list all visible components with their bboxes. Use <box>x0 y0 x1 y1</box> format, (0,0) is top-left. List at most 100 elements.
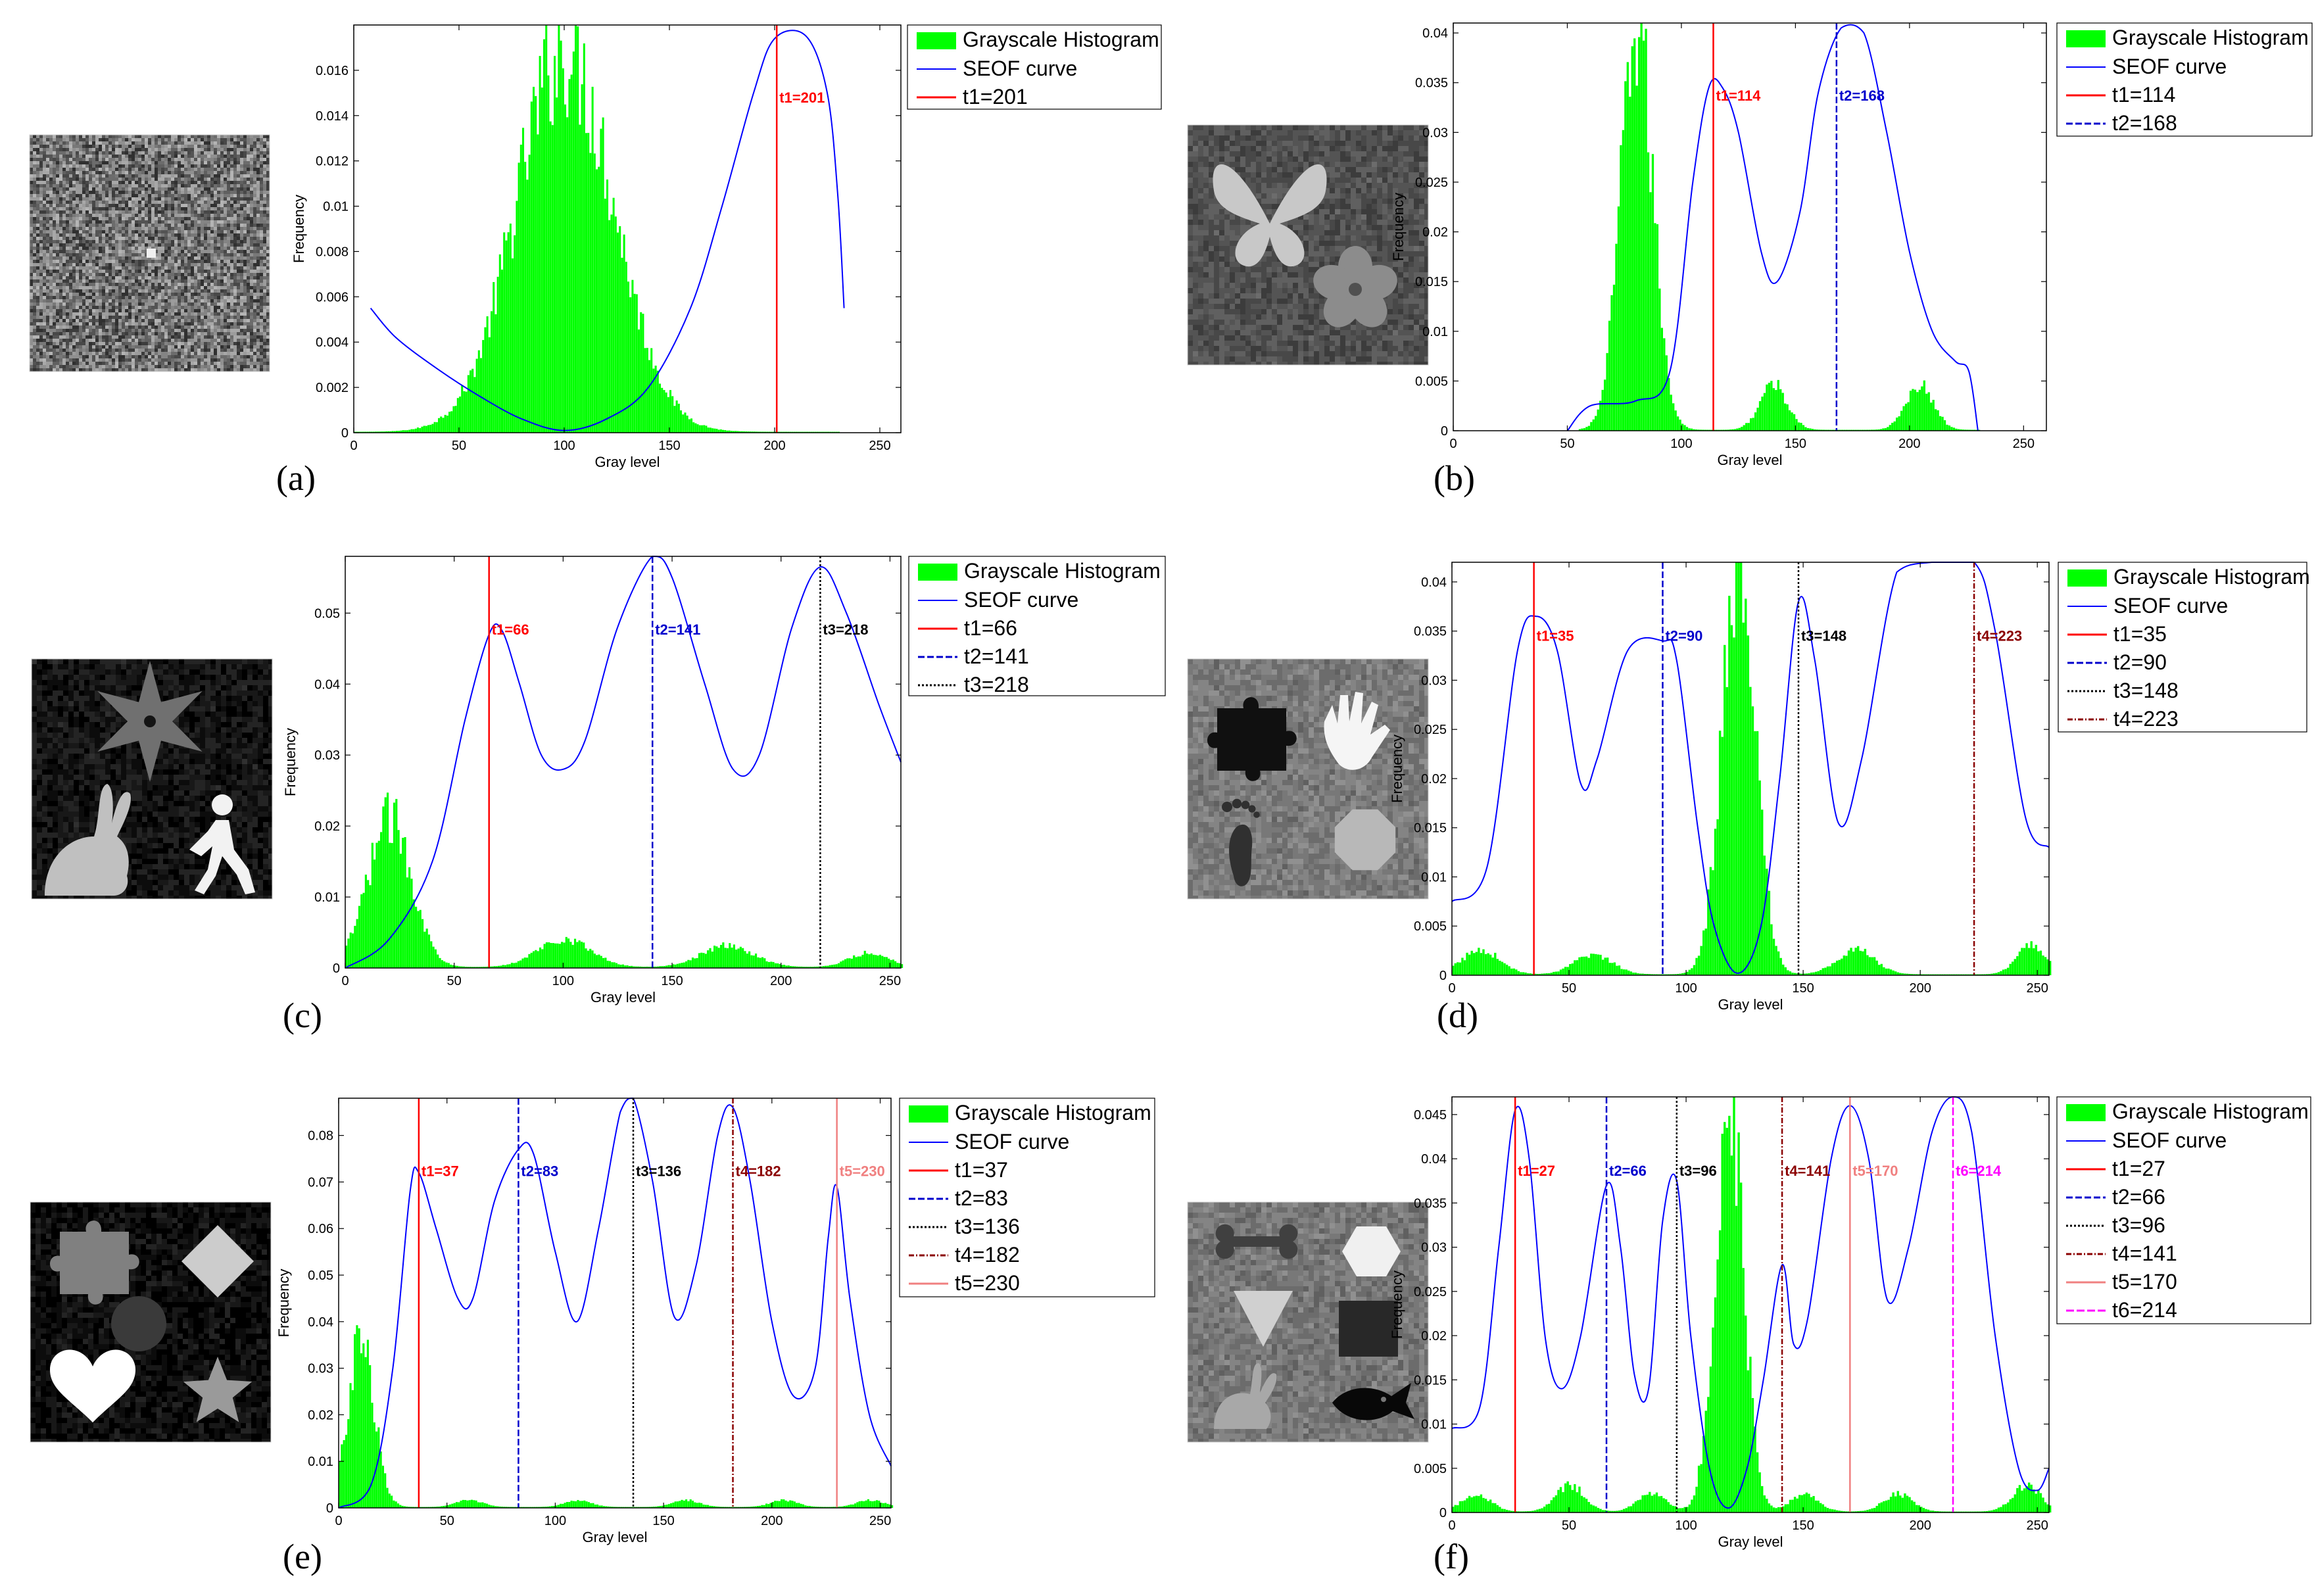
legend-label-t5: t5=170 <box>2112 1270 2177 1294</box>
histogram-bar <box>1501 961 1504 975</box>
histogram-bar <box>1618 1510 1621 1512</box>
panel-label: (b) <box>1434 458 1475 498</box>
histogram-bar <box>1733 637 1735 975</box>
histogram-bar <box>1957 429 1960 431</box>
histogram-bar <box>1779 389 1782 431</box>
histogram-bar <box>362 1343 365 1508</box>
histogram-bar <box>1553 1497 1555 1512</box>
y-tick-label: 0.004 <box>316 335 349 350</box>
histogram-bar <box>1843 955 1846 975</box>
histogram-bar <box>663 1505 666 1508</box>
histogram-bar <box>2023 1488 2026 1512</box>
histogram-bar <box>867 1499 869 1508</box>
histogram-bar <box>614 216 617 433</box>
histogram-bar <box>882 1503 884 1508</box>
histogram-bar <box>1665 355 1668 431</box>
x-tick-label: 200 <box>1898 437 1920 451</box>
y-tick-label: 0.03 <box>1421 673 1447 688</box>
panel-label: (d) <box>1437 996 1478 1035</box>
histogram-bar <box>1484 954 1487 975</box>
histogram-bar <box>524 162 527 433</box>
histogram-bar <box>373 1422 375 1508</box>
histogram-bar <box>761 431 764 433</box>
histogram-bar <box>450 964 452 968</box>
threshold-label-t4: t4=182 <box>736 1163 781 1179</box>
histogram-bar <box>1772 388 1775 431</box>
histogram-bar <box>1889 1497 1893 1512</box>
histogram-bar <box>884 1503 887 1508</box>
histogram-bar <box>765 961 768 968</box>
threshold-label-t5: t5=230 <box>840 1163 885 1179</box>
histogram-bar <box>496 1506 499 1508</box>
histogram-bar <box>2004 969 2007 975</box>
histogram-bar <box>1585 1499 1588 1512</box>
histogram-bar <box>1883 967 1885 975</box>
histogram-bar <box>556 943 559 968</box>
histogram-bar <box>1532 1511 1534 1512</box>
histogram-bar <box>488 337 491 433</box>
histogram-bar <box>635 966 637 968</box>
histogram-bar <box>565 936 567 968</box>
y-tick-label: 0.02 <box>308 1408 333 1422</box>
histogram-bar <box>2042 1497 2044 1512</box>
histogram-bar <box>1766 384 1768 431</box>
histogram-bar <box>1716 819 1719 975</box>
histogram-bar <box>1906 973 1909 975</box>
histogram-bar <box>560 1503 562 1508</box>
histogram-bar <box>873 1501 876 1508</box>
histogram-bar <box>1578 1486 1581 1512</box>
histogram-bar <box>557 1505 560 1508</box>
thumbnail-image <box>29 134 270 372</box>
histogram-bar <box>813 966 816 968</box>
histogram-bar <box>1854 1511 1857 1512</box>
histogram-bar <box>496 276 499 433</box>
histogram-bar <box>1681 973 1684 975</box>
histogram-bar <box>1739 562 1743 975</box>
thumbnail-noise <box>30 135 270 372</box>
histogram-bar <box>1798 1495 1801 1512</box>
histogram-bar <box>1475 952 1478 975</box>
histogram-bar <box>756 1506 759 1508</box>
histogram-bar <box>1697 1465 1701 1512</box>
histogram-bar <box>1517 971 1520 975</box>
histogram-bar <box>572 51 575 433</box>
histogram-bar <box>1756 731 1759 975</box>
histogram-bar <box>433 422 436 433</box>
histogram-bar <box>1676 974 1679 975</box>
legend-label-t3: t3=96 <box>2112 1213 2165 1237</box>
histogram-bar <box>493 281 495 433</box>
axes-frame <box>345 556 902 969</box>
histogram-bar <box>1901 973 1904 975</box>
histogram-bar <box>1738 427 1741 431</box>
histogram-bar <box>1599 400 1602 431</box>
threshold-label-t2: t2=83 <box>521 1163 558 1179</box>
histogram-bar <box>479 1502 482 1508</box>
histogram-bar <box>1818 429 1821 431</box>
histogram-bar <box>602 117 604 433</box>
y-tick-label: 0.02 <box>1421 1329 1447 1343</box>
histogram-bar <box>1626 62 1629 431</box>
histogram-bar <box>1590 422 1593 431</box>
histogram-bar <box>1674 974 1677 975</box>
histogram-bar <box>1892 970 1894 975</box>
thumbnail-noise <box>32 659 272 899</box>
histogram-bar <box>1997 1507 2000 1512</box>
histogram-bar <box>1613 962 1616 975</box>
histogram-bar <box>1873 1508 1876 1512</box>
histogram-bar <box>430 941 433 968</box>
histogram-bar <box>545 942 548 968</box>
threshold-label-t3: t3=148 <box>1801 627 1846 644</box>
histogram-bar <box>354 1334 356 1508</box>
histogram-bar <box>861 954 864 968</box>
histogram-bar <box>656 370 659 433</box>
histogram-bar <box>1601 389 1604 431</box>
histogram-bar <box>790 966 792 968</box>
histogram-bar <box>1512 968 1515 975</box>
histogram-bar <box>1847 950 1850 975</box>
histogram-bar <box>473 377 476 433</box>
threshold-label-t2: t2=90 <box>1665 627 1702 644</box>
histogram-bar <box>831 965 834 968</box>
legend-box <box>2058 562 2307 733</box>
